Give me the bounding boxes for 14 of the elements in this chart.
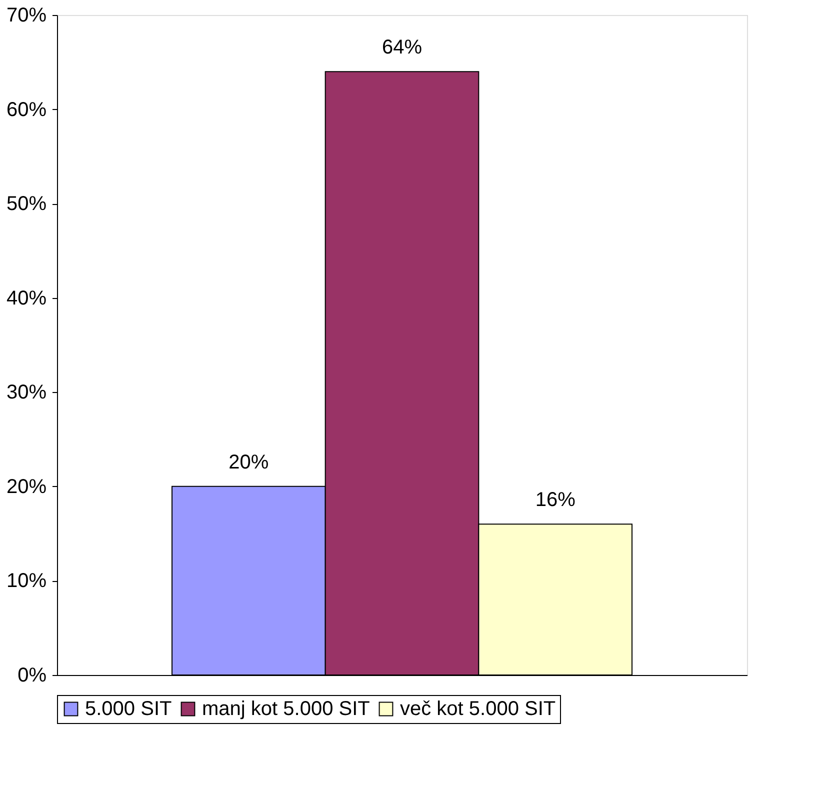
y-tick-label: 30%	[6, 382, 47, 404]
y-tick-label: 40%	[6, 287, 47, 310]
y-tick-label: 70%	[6, 4, 47, 26]
y-tick-label: 10%	[6, 570, 47, 592]
legend-label: 5.000 SIT	[85, 698, 172, 720]
data-label: 16%	[535, 489, 576, 512]
legend-label: več kot 5.000 SIT	[400, 698, 556, 720]
legend-label: manj kot 5.000 SIT	[202, 698, 370, 720]
y-tick-label: 0%	[18, 664, 47, 686]
data-label: 64%	[382, 36, 422, 59]
y-tick-label: 60%	[6, 98, 47, 121]
y-tick-label: 20%	[6, 476, 47, 498]
y-tick-label: 50%	[6, 193, 47, 216]
data-label: 20%	[228, 451, 269, 474]
